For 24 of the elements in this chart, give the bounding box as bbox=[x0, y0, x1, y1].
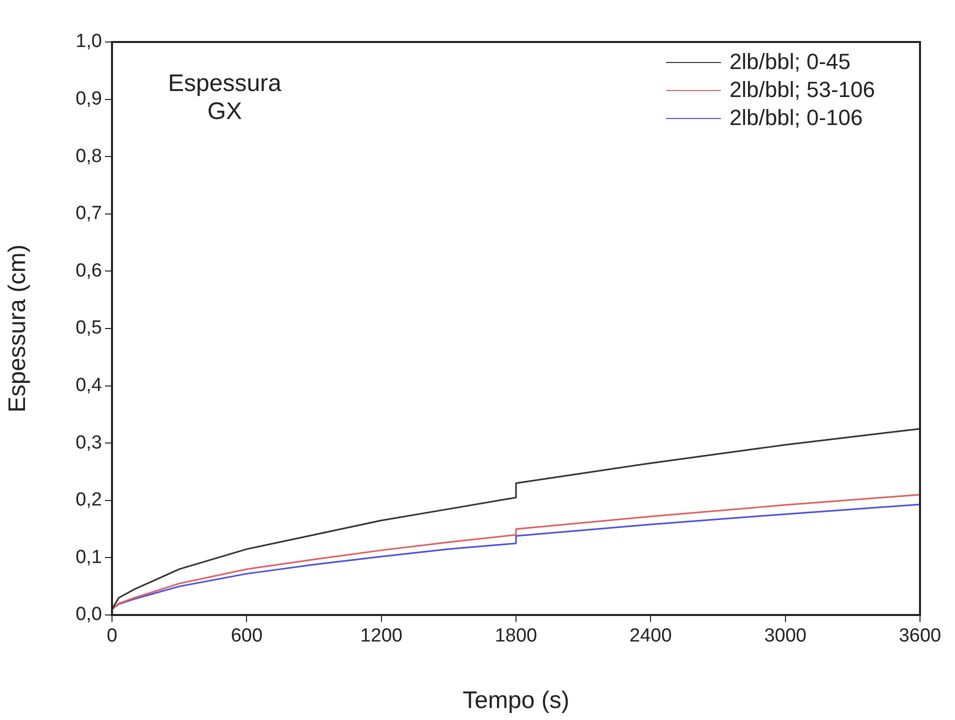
legend-label: 2lb/bbl; 0-106 bbox=[729, 105, 863, 131]
y-tick-label: 0,9 bbox=[76, 88, 102, 110]
y-tick-label: 0,8 bbox=[76, 146, 102, 167]
x-tick-label: 2400 bbox=[630, 626, 672, 647]
y-tick-label: 0,4 bbox=[76, 375, 102, 396]
y-axis-title: Espessura (cm) bbox=[4, 244, 32, 413]
x-tick-label: 600 bbox=[230, 626, 263, 647]
x-tick-label: 1200 bbox=[360, 626, 402, 647]
y-tick-label: 0,3 bbox=[76, 432, 102, 454]
x-tick-label: 3000 bbox=[764, 626, 806, 647]
annotation: Espessura GX bbox=[168, 70, 282, 126]
legend-label: 2lb/bbl; 53-106 bbox=[729, 77, 875, 103]
y-tick-label: 0,2 bbox=[76, 490, 102, 511]
x-tick-label: 1800 bbox=[494, 626, 538, 647]
y-tick-label: 0,7 bbox=[76, 203, 102, 224]
y-tick-label: 0,6 bbox=[76, 260, 102, 282]
x-axis-title: Tempo (s) bbox=[462, 687, 570, 714]
y-tick-label: 0,0 bbox=[76, 604, 102, 626]
legend-label: 2lb/bbl; 0-45 bbox=[729, 49, 851, 75]
y-tick-label: 1,0 bbox=[76, 31, 102, 52]
y-tick-label: 0,5 bbox=[76, 318, 102, 339]
x-tick-label: 0 bbox=[106, 626, 118, 647]
y-tick-label: 0,1 bbox=[76, 546, 102, 568]
x-tick-label: 3600 bbox=[898, 626, 942, 647]
